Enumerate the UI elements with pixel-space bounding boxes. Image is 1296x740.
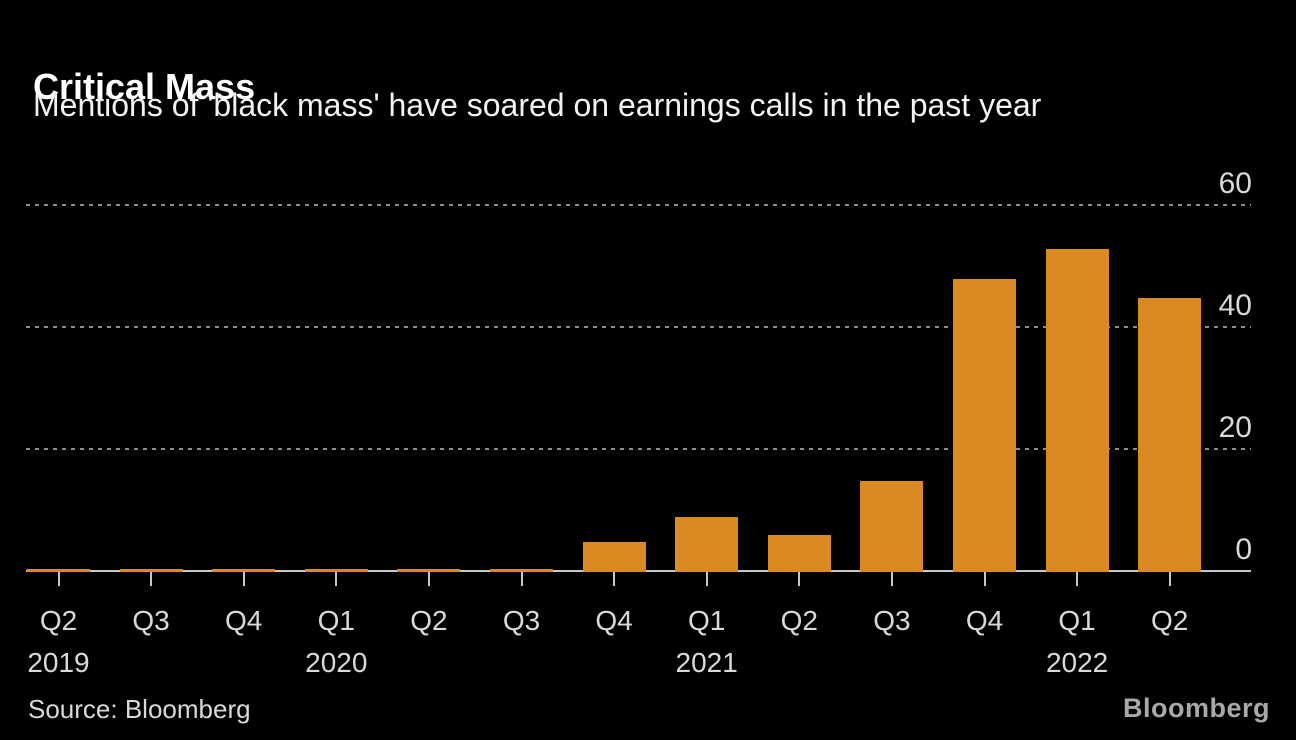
x-axis-tick-8 [798,572,801,586]
x-axis-tick-11 [1076,572,1079,586]
x-axis-label-q2-2022: Q2 [1151,605,1189,636]
x-axis-year-label-2019: 2019 [27,647,90,678]
bar-q2-2021 [767,535,831,572]
x-axis-label-q3-2021: Q3 [873,605,911,636]
x-axis-label-q4-2021: Q4 [965,605,1004,636]
x-axis-tick-4 [427,572,430,586]
bar-q4-2019 [212,568,276,572]
bar-q1-2020 [304,568,368,572]
gridline-40 [26,326,1251,328]
x-axis-tick-9 [890,572,893,586]
x-axis-label-q3-2019: Q3 [132,605,170,636]
x-axis-label-q1-2020: Q1 [317,605,355,636]
y-axis-label-20: 20 [1218,411,1252,444]
chart-title: Critical Mass [33,66,256,108]
x-axis-label-q2-2020: Q2 [410,605,448,636]
bloomberg-logo: Bloomberg [1122,693,1270,723]
x-axis-tick-3 [335,572,338,586]
x-axis-tick-0 [57,572,60,586]
bar-q3-2020 [490,568,553,572]
bar-q3-2021 [860,480,924,572]
bar-q3-2019 [119,568,183,572]
gridline-60 [26,204,1251,206]
bar-q1-2022 [1045,248,1109,572]
x-axis-year-label-2020: 2020 [305,647,368,678]
x-axis-year-label-2021: 2021 [675,647,738,678]
x-axis-tick-12 [1168,572,1171,586]
x-axis-label-q4-2019: Q4 [225,605,263,636]
x-axis-label-q1-2022: Q1 [1058,605,1096,636]
x-axis-tick-1 [150,572,153,586]
y-axis-label-0: 0 [1235,533,1252,566]
gridline-20 [26,448,1251,450]
x-axis-tick-2 [242,572,245,586]
x-axis-year-label-2022: 2022 [1045,647,1109,678]
x-axis-label-q2-2019: Q2 [39,605,78,636]
source-attribution: Source: Bloomberg [28,694,251,724]
bar-q2-2019 [27,568,90,572]
x-axis-label-q3-2020: Q3 [502,605,541,636]
y-axis-label-60: 60 [1218,167,1252,200]
x-axis-label-q4-2020: Q4 [595,605,633,636]
bar-q4-2020 [582,541,646,572]
bar-q1-2021 [675,517,739,572]
bar-q2-2020 [397,568,461,572]
y-axis-label-40: 40 [1218,289,1252,322]
bar-q4-2021 [953,279,1016,572]
chart-subtitle: Mentions of 'black mass' have soared on … [33,87,1042,123]
x-axis-label-q1-2021: Q1 [688,605,726,636]
x-axis-tick-6 [613,572,616,586]
x-axis-label-q2-2021: Q2 [780,605,818,636]
x-axis-tick-7 [705,572,708,586]
bar-q2-2022 [1138,297,1202,572]
x-axis-tick-5 [520,572,523,586]
x-axis-tick-10 [983,572,986,586]
